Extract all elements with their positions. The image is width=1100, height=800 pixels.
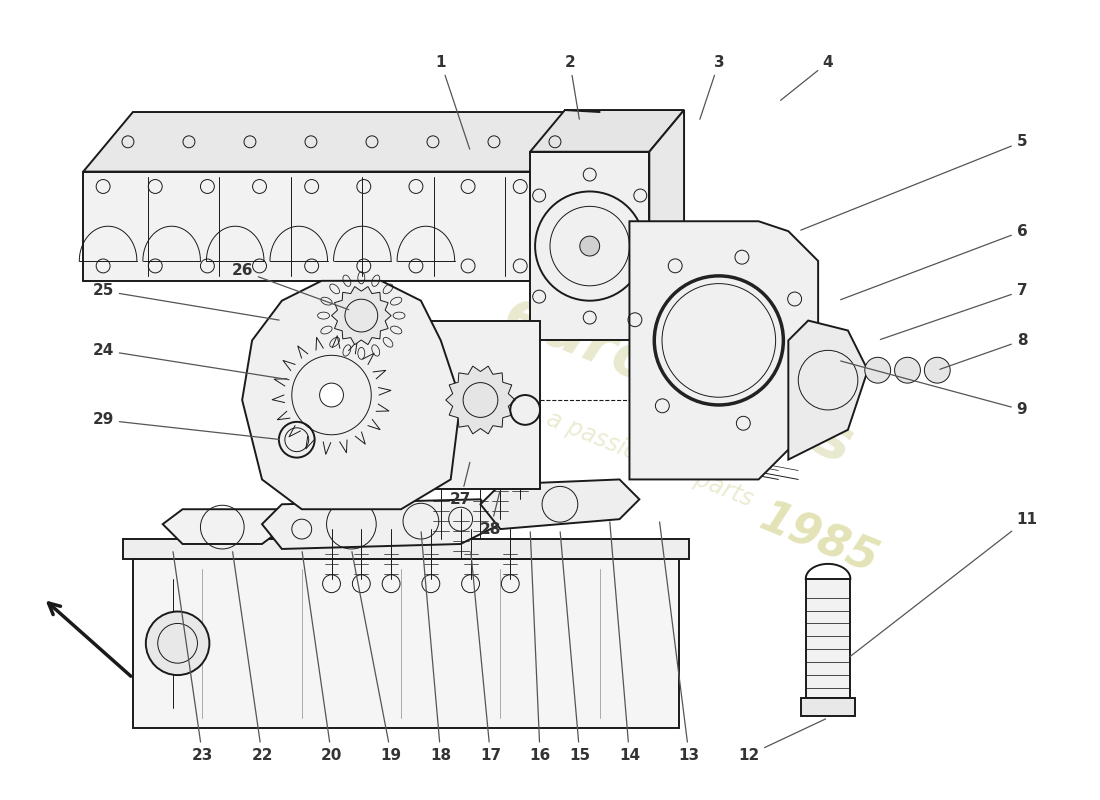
Polygon shape (649, 110, 684, 341)
Text: 4: 4 (781, 55, 834, 100)
Polygon shape (123, 539, 689, 559)
Circle shape (894, 358, 921, 383)
Text: 26: 26 (231, 263, 349, 310)
Circle shape (320, 383, 343, 407)
Text: 11: 11 (850, 512, 1037, 657)
Polygon shape (446, 366, 515, 434)
Text: 23: 23 (173, 552, 213, 762)
Polygon shape (481, 479, 639, 529)
Circle shape (924, 358, 950, 383)
Polygon shape (789, 321, 868, 459)
Polygon shape (550, 112, 600, 281)
Text: euromares: euromares (496, 283, 861, 477)
Polygon shape (421, 321, 540, 490)
Text: 28: 28 (480, 492, 502, 537)
Text: 1985: 1985 (752, 496, 883, 582)
Text: 2: 2 (564, 55, 580, 119)
Polygon shape (801, 698, 856, 716)
Text: 6: 6 (840, 224, 1027, 300)
Text: 12: 12 (738, 719, 825, 762)
Text: 3: 3 (700, 55, 724, 119)
Circle shape (580, 236, 600, 256)
Polygon shape (133, 559, 679, 728)
Text: 5: 5 (801, 134, 1027, 230)
Polygon shape (629, 222, 818, 479)
Text: 24: 24 (92, 343, 289, 380)
Polygon shape (262, 499, 500, 549)
Polygon shape (242, 281, 461, 510)
Text: 9: 9 (840, 361, 1027, 418)
Polygon shape (530, 110, 684, 152)
Text: a passion for parts: a passion for parts (542, 407, 756, 512)
Text: 15: 15 (560, 532, 591, 762)
Text: 13: 13 (660, 522, 700, 762)
Text: 27: 27 (450, 462, 471, 507)
Text: 14: 14 (609, 522, 640, 762)
Text: 7: 7 (880, 283, 1027, 339)
Text: 29: 29 (92, 412, 279, 439)
Text: 22: 22 (232, 552, 273, 762)
Circle shape (146, 611, 209, 675)
Polygon shape (84, 171, 550, 281)
Polygon shape (84, 112, 600, 171)
Text: 16: 16 (529, 532, 551, 762)
Text: 19: 19 (352, 552, 402, 762)
Polygon shape (805, 578, 850, 698)
Polygon shape (163, 510, 282, 544)
Polygon shape (530, 152, 649, 341)
Text: 17: 17 (471, 552, 501, 762)
Circle shape (865, 358, 891, 383)
Text: 20: 20 (302, 552, 342, 762)
Text: 8: 8 (939, 333, 1027, 370)
Text: 18: 18 (421, 532, 451, 762)
Text: 25: 25 (92, 283, 279, 320)
Text: 1: 1 (436, 55, 470, 149)
Polygon shape (331, 286, 392, 345)
